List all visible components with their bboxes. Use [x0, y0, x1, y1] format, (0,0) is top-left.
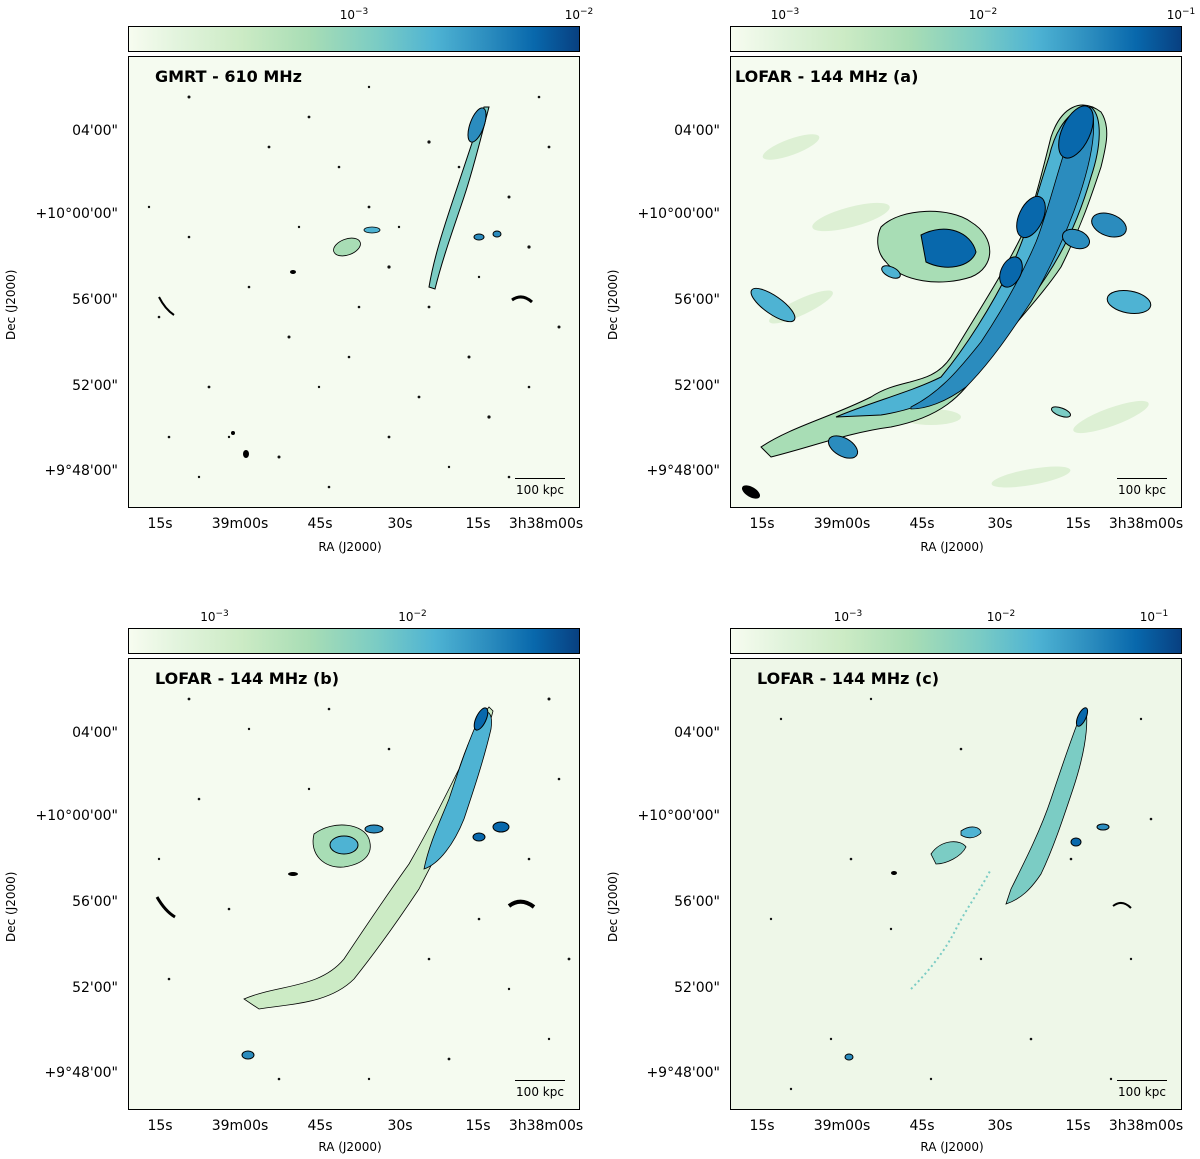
y-tick-label: 52'00"	[72, 980, 118, 996]
y-tick-label: 04'00"	[72, 123, 118, 139]
x-axis-label: RA (J2000)	[920, 540, 984, 554]
panel-title: LOFAR - 144 MHz (c)	[757, 669, 940, 688]
radio-image: LOFAR - 144 MHz (b) 100 kpc	[128, 658, 580, 1110]
colorbar-tick: 10−3	[339, 7, 369, 22]
y-tick-label: 56'00"	[674, 894, 720, 910]
y-tick-label: 04'00"	[674, 123, 720, 139]
x-tick-label: 45s	[307, 516, 333, 532]
colorbar: 10−3 10−2	[128, 609, 580, 654]
x-tick-label: 30s	[387, 516, 413, 532]
x-tick-label: 39m00s	[813, 1118, 871, 1134]
x-tick-label: 3h38m00s	[508, 1118, 584, 1134]
y-tick-label: 56'00"	[674, 292, 720, 308]
y-axis-label: Dec (J2000)	[4, 871, 18, 942]
y-axis-label: Dec (J2000)	[4, 269, 18, 340]
panel-title: LOFAR - 144 MHz (a)	[735, 67, 919, 86]
radio-image: LOFAR - 144 MHz (c) 100 kpc	[730, 658, 1182, 1110]
y-tick-label: 52'00"	[674, 980, 720, 996]
emission-map	[741, 104, 1152, 499]
x-axis-label: RA (J2000)	[318, 540, 382, 554]
x-tick-label: 15s	[465, 516, 491, 532]
scale-bar-label: 100 kpc	[516, 1085, 564, 1099]
emission-map	[769, 697, 1153, 1091]
colorbar-tick: 10−1	[1166, 7, 1196, 22]
scale-bar: 100 kpc	[515, 478, 565, 497]
x-tick-label: 30s	[387, 1118, 413, 1134]
colorbar-tick: 10−3	[770, 7, 800, 22]
x-tick-label: 39m00s	[813, 516, 871, 532]
y-tick-label: 52'00"	[674, 378, 720, 394]
colorbar: 10−3 10−2 10−1	[730, 609, 1182, 654]
colorbar: 10−3 10−2	[128, 7, 593, 52]
y-axis-label: Dec (J2000)	[606, 269, 620, 340]
x-tick-label: 15s	[1065, 1118, 1091, 1134]
x-axis-label: RA (J2000)	[920, 1140, 984, 1154]
colorbar: 10−3 10−2 10−1	[730, 7, 1195, 52]
y-tick-label: +9°48'00"	[44, 1065, 118, 1081]
y-tick-label: 56'00"	[72, 292, 118, 308]
emission-map	[147, 77, 561, 489]
y-tick-label: +10°00'00"	[35, 206, 118, 222]
scale-bar: 100 kpc	[1117, 478, 1167, 497]
scale-bar-label: 100 kpc	[1118, 483, 1166, 497]
y-tick-label: 52'00"	[72, 378, 118, 394]
y-tick-label: 04'00"	[72, 725, 118, 741]
colorbar-tick: 10−3	[200, 609, 229, 624]
colorbar-tick: 10−1	[1139, 609, 1169, 624]
x-tick-label: 3h38m00s	[1108, 516, 1184, 532]
x-tick-label: 15s	[147, 516, 173, 532]
y-tick-label: +10°00'00"	[637, 808, 720, 824]
scale-bar-label: 100 kpc	[1118, 1085, 1166, 1099]
colorbar-tick: 10−2	[986, 609, 1016, 624]
scale-bar-label: 100 kpc	[516, 483, 564, 497]
y-tick-label: 04'00"	[674, 725, 720, 741]
y-tick-label: +10°00'00"	[637, 206, 720, 222]
x-tick-label: 30s	[987, 516, 1013, 532]
x-tick-label: 3h38m00s	[508, 516, 584, 532]
panel-title: LOFAR - 144 MHz (b)	[155, 669, 340, 688]
x-axis-label: RA (J2000)	[318, 1140, 382, 1154]
emission-map	[155, 697, 571, 1081]
y-axis-label: Dec (J2000)	[606, 871, 620, 942]
radio-image: GMRT - 610 MHz 100 kpc	[128, 56, 580, 508]
colorbar-tick: 10−2	[398, 609, 427, 624]
scale-bar: 100 kpc	[1117, 1080, 1167, 1099]
x-tick-label: 45s	[909, 516, 935, 532]
y-tick-label: +9°48'00"	[646, 463, 720, 479]
x-tick-label: 45s	[307, 1118, 333, 1134]
x-tick-label: 30s	[987, 1118, 1013, 1134]
radio-image: LOFAR - 144 MHz (a) 100 kpc	[730, 56, 1182, 508]
x-tick-label: 15s	[749, 1118, 775, 1134]
y-tick-label: +9°48'00"	[44, 463, 118, 479]
x-tick-label: 15s	[465, 1118, 491, 1134]
y-tick-label: 56'00"	[72, 894, 118, 910]
x-tick-label: 15s	[1065, 516, 1091, 532]
colorbar-tick: 10−3	[833, 609, 863, 624]
colorbar-tick: 10−2	[564, 7, 594, 22]
panel-title: GMRT - 610 MHz	[155, 67, 302, 86]
x-tick-label: 15s	[147, 1118, 173, 1134]
x-tick-label: 45s	[909, 1118, 935, 1134]
colorbar-tick: 10−2	[968, 7, 998, 22]
x-tick-label: 15s	[749, 516, 775, 532]
x-tick-label: 39m00s	[211, 516, 269, 532]
y-tick-label: +9°48'00"	[646, 1065, 720, 1081]
scale-bar: 100 kpc	[515, 1080, 565, 1099]
x-tick-label: 3h38m00s	[1108, 1118, 1184, 1134]
x-tick-label: 39m00s	[211, 1118, 269, 1134]
y-tick-label: +10°00'00"	[35, 808, 118, 824]
